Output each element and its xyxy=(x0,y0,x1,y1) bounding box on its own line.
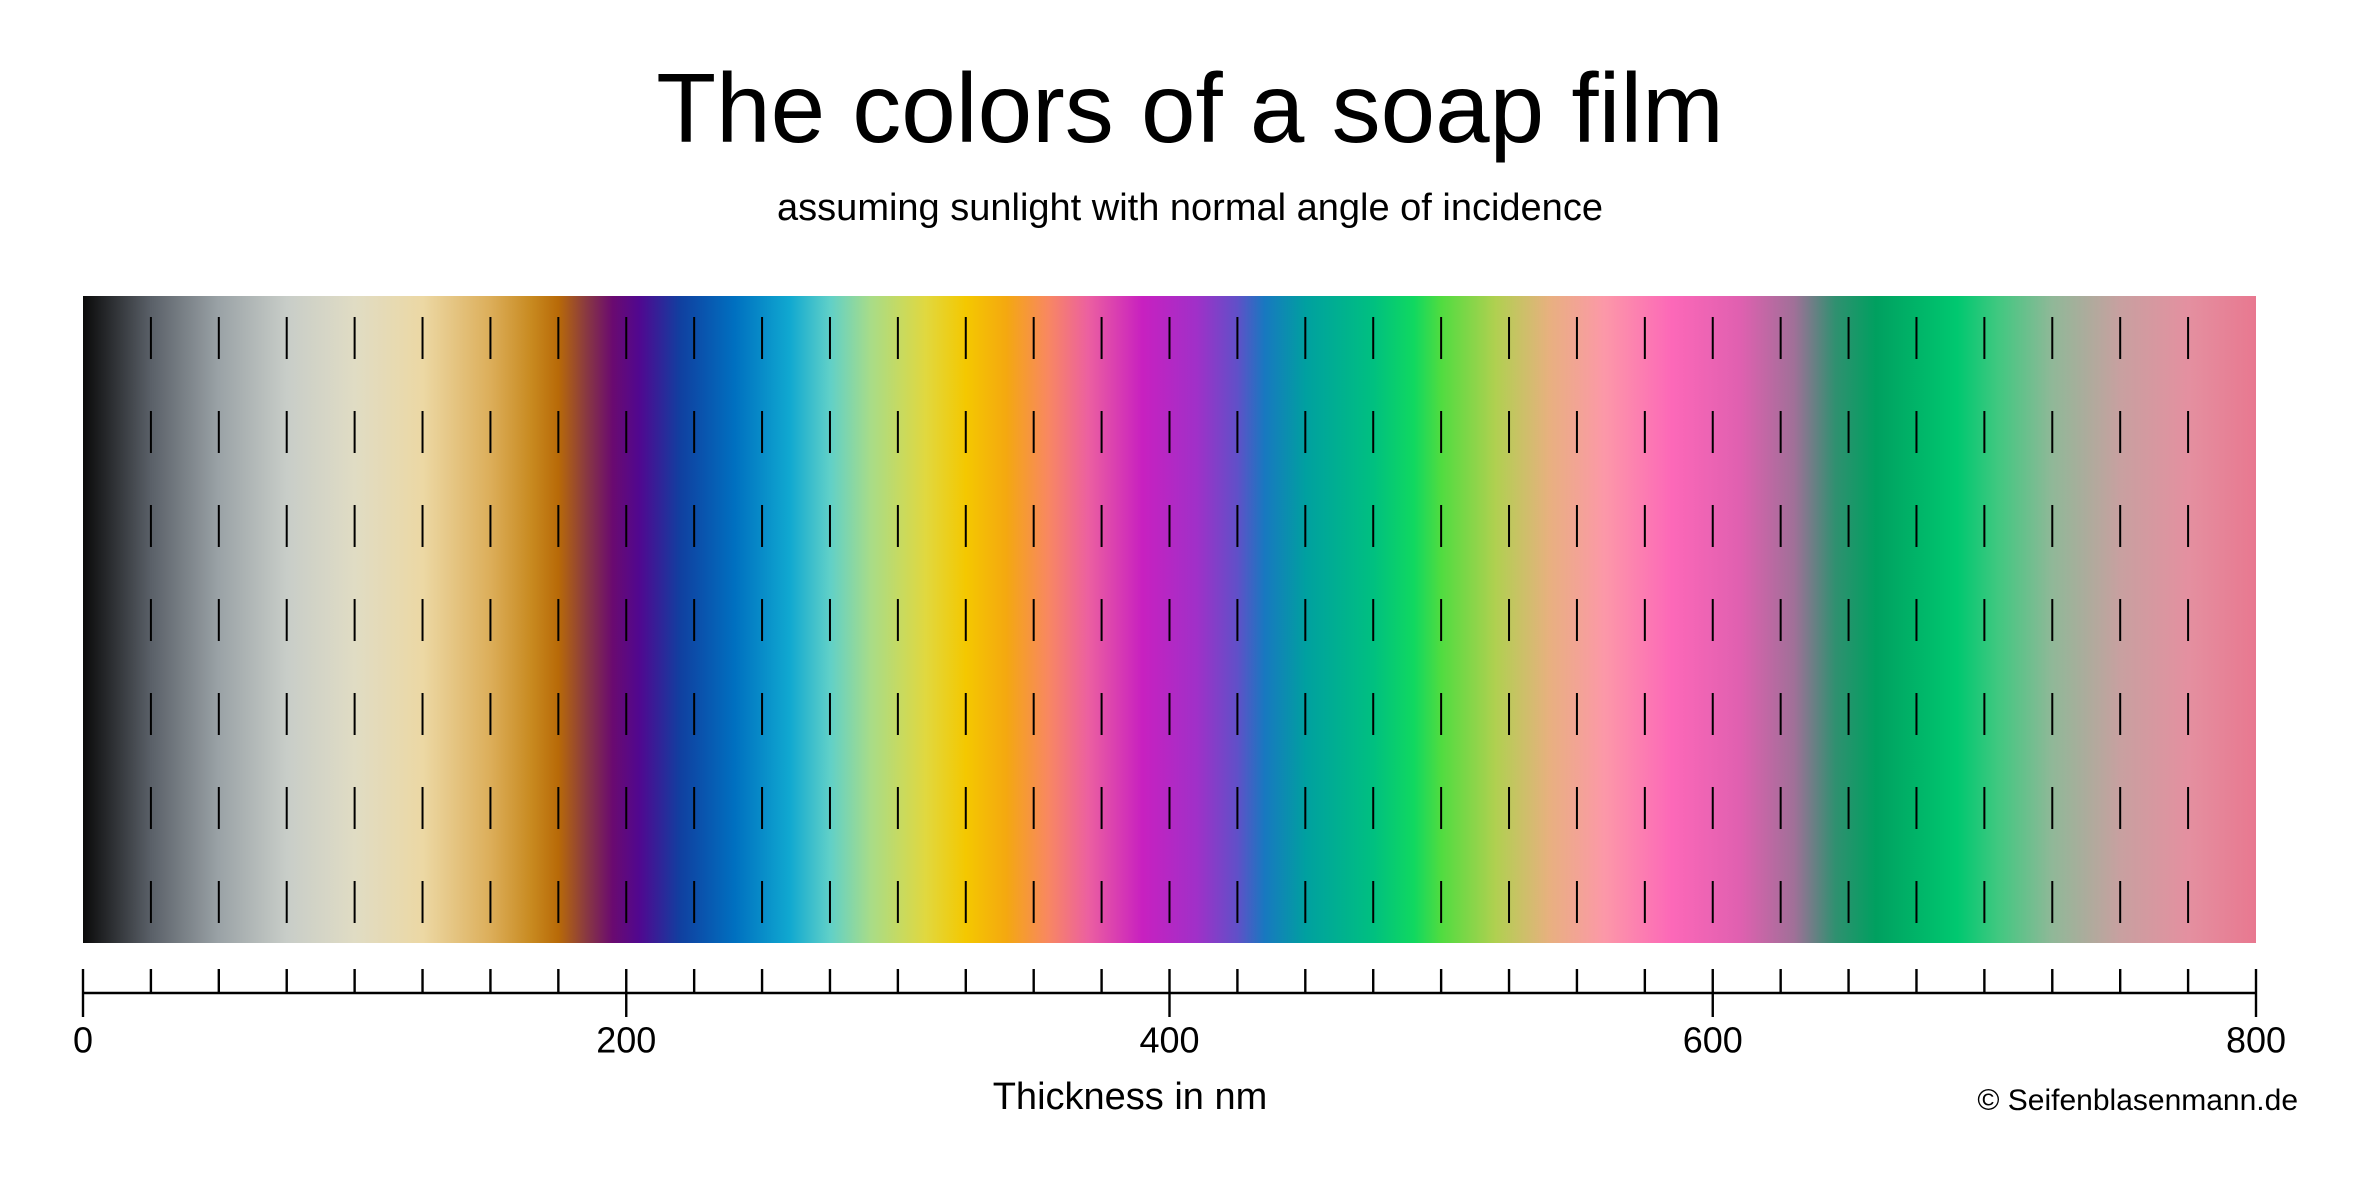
chart-title: The colors of a soap film xyxy=(656,53,1724,163)
x-tick-label: 600 xyxy=(1683,1020,1743,1061)
x-tick-label: 200 xyxy=(596,1020,656,1061)
chart-subtitle: assuming sunlight with normal angle of i… xyxy=(777,187,1603,229)
x-axis-label: Thickness in nm xyxy=(993,1076,1268,1118)
x-tick-label: 800 xyxy=(2226,1020,2286,1061)
x-tick-label: 400 xyxy=(1139,1020,1199,1061)
credit: © Seifenblasenmann.de xyxy=(1977,1084,2298,1117)
x-tick-label: 0 xyxy=(73,1020,93,1061)
